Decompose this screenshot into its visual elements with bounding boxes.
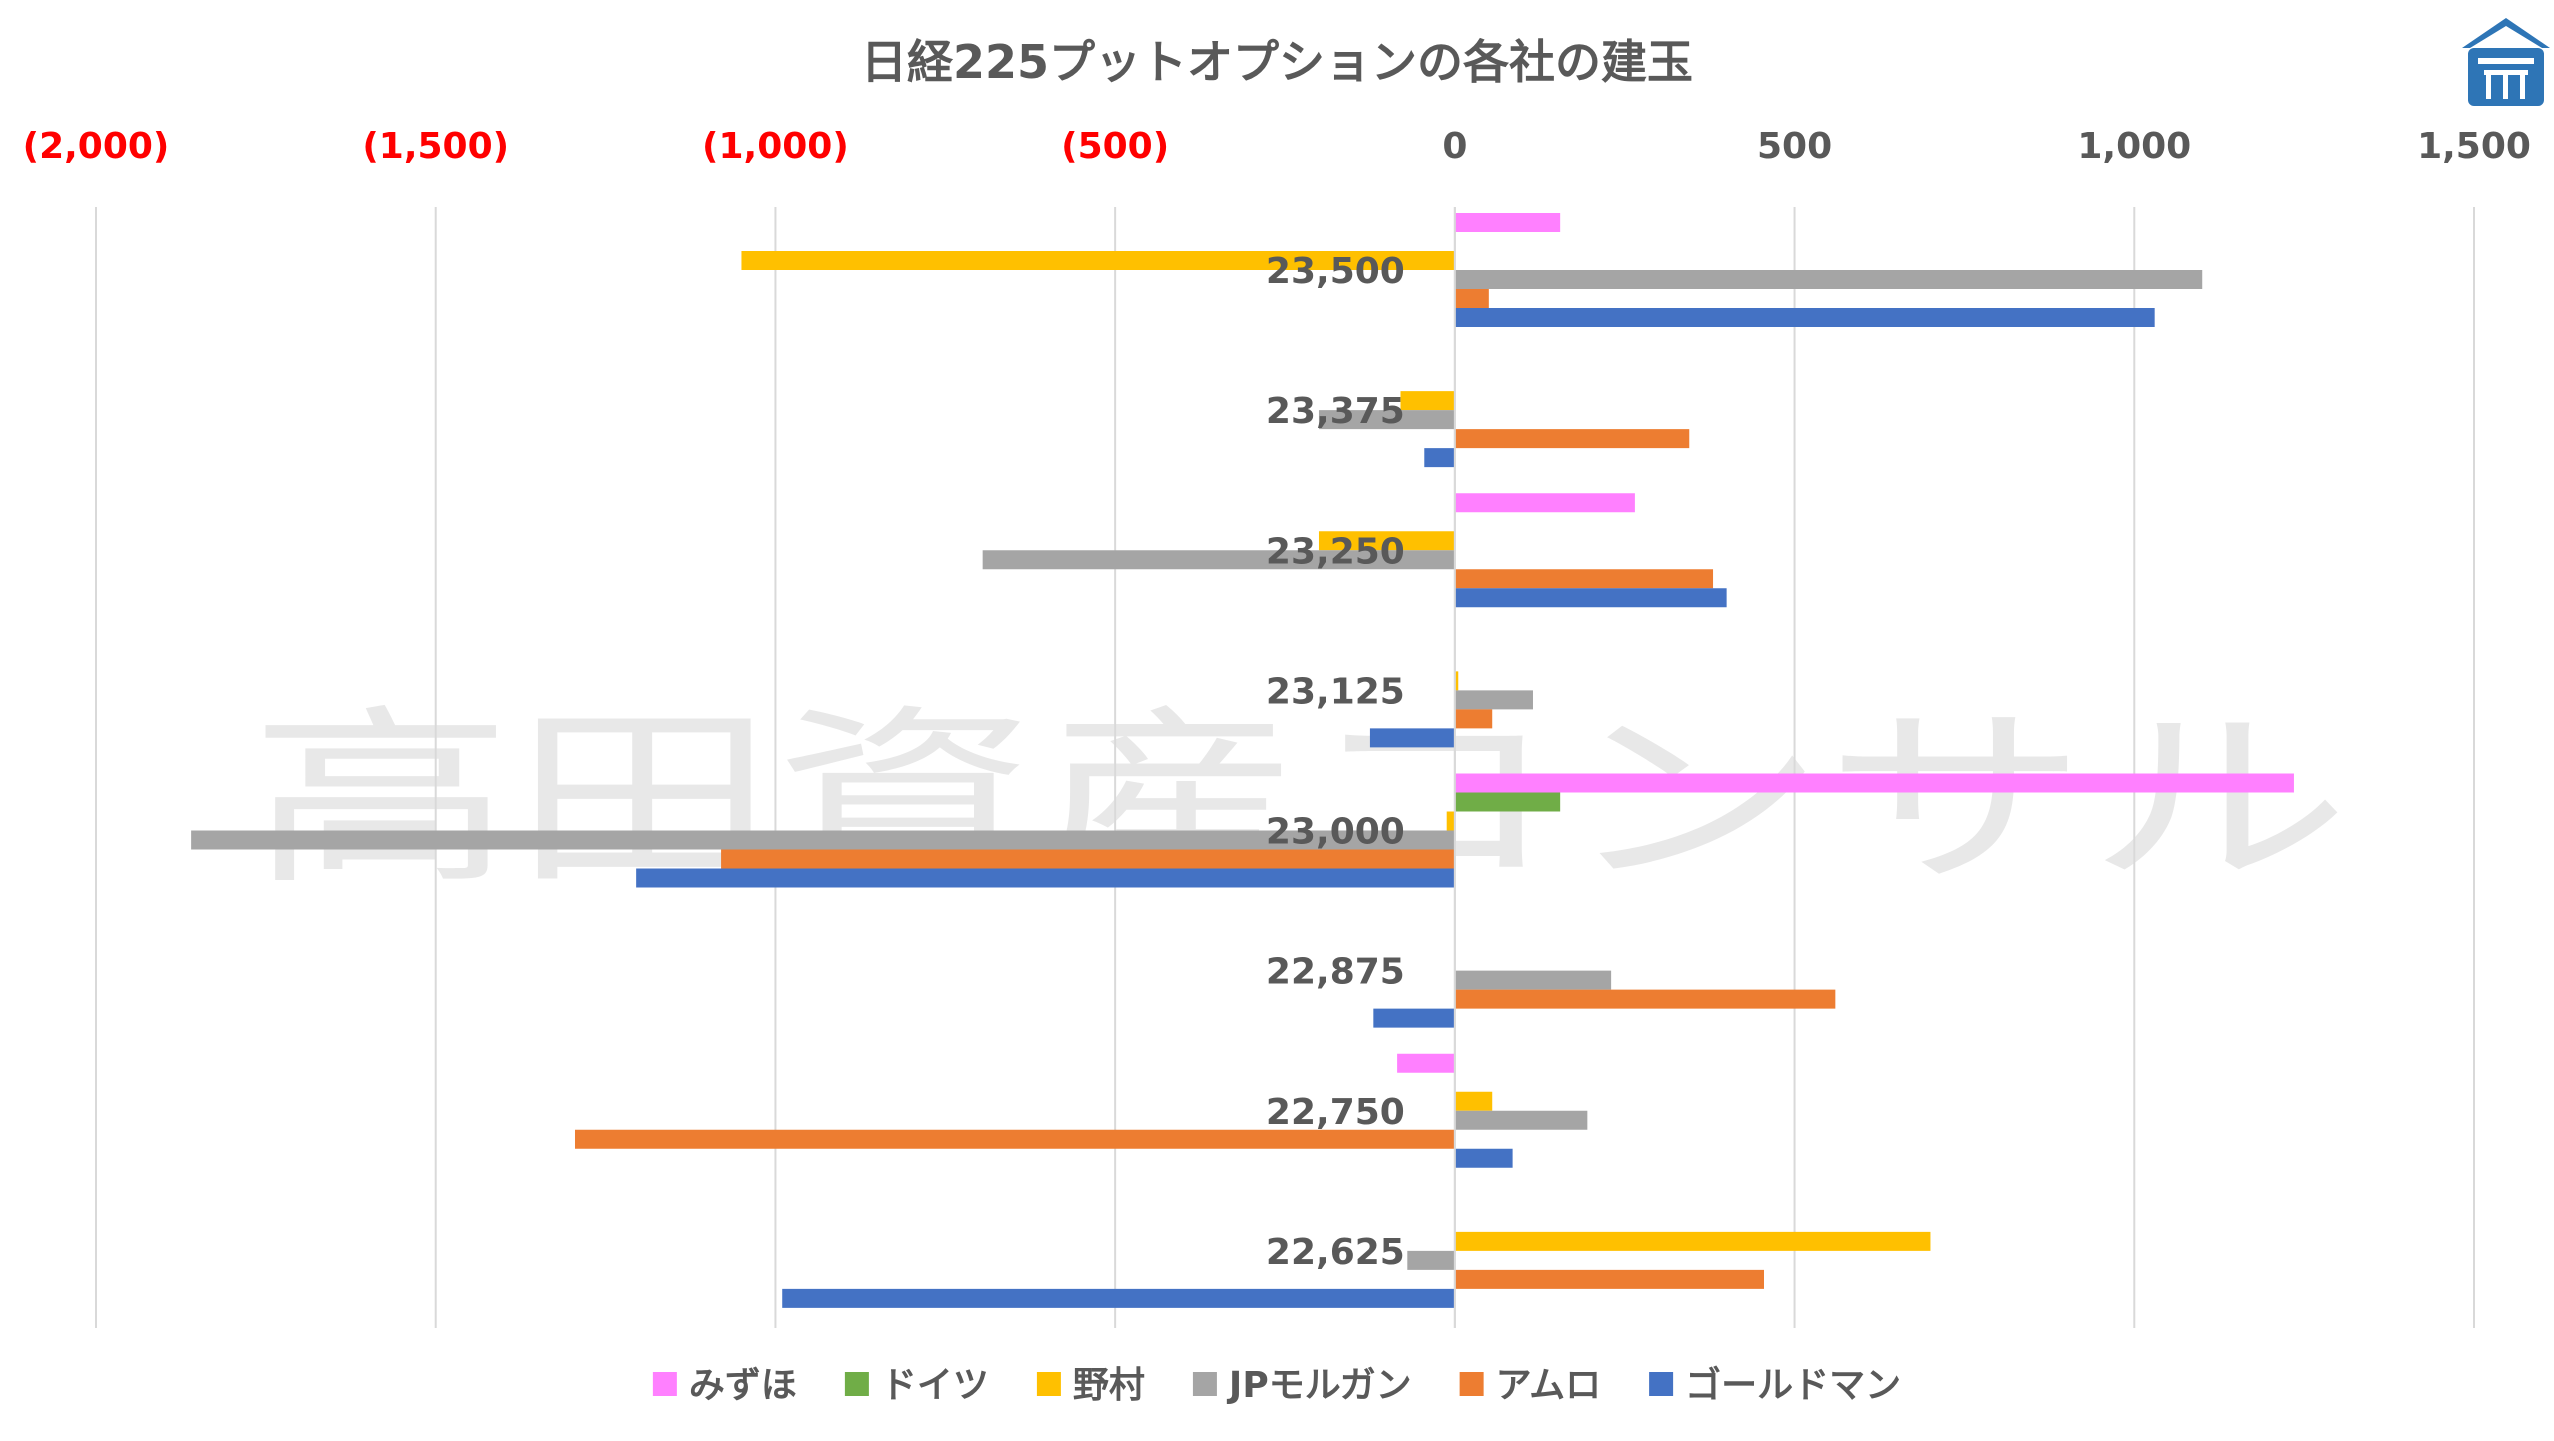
bar-22-750-series-2 [1454,1091,1493,1111]
x-tick-label: 0 [1442,126,1467,167]
bars [191,207,2294,1328]
legend: みずほ ドイツ 野村 JPモルガン アムロ ゴールドマン [652,1364,1901,1406]
category-label: 22,625 [1266,1232,1405,1273]
x-tick-label: 1,500 [2417,126,2531,167]
bar-23-500-series-3 [1454,270,2203,289]
category-label: 23,500 [1266,251,1405,292]
category-label: 23,000 [1266,812,1405,853]
legend-label: JPモルガン [1226,1365,1412,1406]
bar-22-750-series-0 [1397,1053,1455,1073]
bar-22-625-series-3 [1407,1250,1455,1270]
x-tick-label: 1,000 [2077,126,2191,167]
bar-22-750-series-4 [574,1129,1455,1149]
chart-title: 日経225プットオプションの各社の建玉 [861,35,1693,89]
bar-23-000-series-4 [721,849,1455,869]
bar-23-375-series-4 [1454,429,1690,449]
x-tick-label: (1,500) [362,126,509,167]
bar-23-000-series-5 [636,868,1455,888]
legend-swatch [1649,1372,1674,1396]
bar-23-250-series-5 [1454,588,1727,608]
bar-23-250-series-0 [1454,493,1635,513]
bar-22-875-series-3 [1454,970,1612,990]
bar-22-750-series-5 [1454,1148,1513,1168]
category-label: 22,750 [1266,1092,1405,1133]
legend-swatch [1192,1372,1217,1396]
bar-23-250-series-4 [1454,569,1714,589]
bar-23-000-series-1 [1454,792,1561,812]
bar-23-125-series-3 [1454,690,1533,710]
x-axis-ticks: (2,000) (1,500) (1,000) (500) 0 500 1,000 1,500 [23,126,2531,167]
x-tick-label: (2,000) [23,126,170,167]
legend-item-0: みずほ [652,1365,797,1406]
category-label: 23,125 [1266,671,1405,712]
legend-swatch [652,1372,677,1396]
legend-swatch [1036,1372,1061,1396]
x-tick-label: (1,000) [702,126,849,167]
category-label: 23,375 [1266,391,1405,432]
bar-23-125-series-4 [1454,709,1493,729]
bar-23-500-series-5 [1454,308,2155,327]
bar-22-875-series-4 [1454,989,1836,1009]
bar-23-375-series-2 [1400,391,1455,411]
bar-22-625-series-2 [1454,1231,1931,1251]
bar-23-250-series-2 [1318,531,1455,551]
grid-lines [95,207,2475,1328]
bar-23-125-series-2 [1454,671,1459,691]
bar-23-000-series-0 [1454,773,2294,793]
legend-label: ゴールドマン [1685,1364,1901,1406]
legend-item-5: ゴールドマン [1649,1364,1901,1406]
category-labels: 23,500 23,375 23,250 23,125 23,000 22,875 22,7… [1266,251,1405,1273]
legend-item-4: アムロ [1459,1365,1601,1406]
bar-23-500-series-0 [1454,213,1561,232]
bar-22-875-series-5 [1373,1008,1455,1028]
legend-item-3: JPモルガン [1192,1365,1412,1406]
legend-label: アムロ [1496,1365,1601,1406]
bar-23-250-series-3 [982,550,1455,570]
bar-23-375-series-5 [1424,448,1455,468]
bar-23-000-series-2 [1446,811,1455,831]
bar-23-500-series-2 [741,251,1455,270]
bar-23-125-series-5 [1369,728,1455,748]
bar-22-625-series-4 [1454,1269,1764,1289]
bar-22-625-series-5 [782,1288,1455,1308]
legend-label: みずほ [689,1365,797,1406]
bar-23-375-series-3 [1318,410,1455,430]
legend-label: 野村 [1073,1365,1145,1406]
bar-22-750-series-3 [1454,1110,1588,1130]
legend-label: ドイツ [881,1365,989,1406]
bar-23-500-series-4 [1454,289,1489,308]
legend-swatch [844,1372,869,1396]
x-tick-label: 500 [1757,126,1832,167]
category-label: 22,875 [1266,952,1405,993]
legend-item-2: 野村 [1036,1365,1145,1406]
legend-item-1: ドイツ [844,1365,989,1406]
category-label: 23,250 [1266,531,1405,572]
x-tick-label: (500) [1061,126,1169,167]
legend-swatch [1459,1372,1484,1396]
shrine-logo-icon [2462,18,2550,106]
bar-23-000-series-3 [191,830,1455,850]
